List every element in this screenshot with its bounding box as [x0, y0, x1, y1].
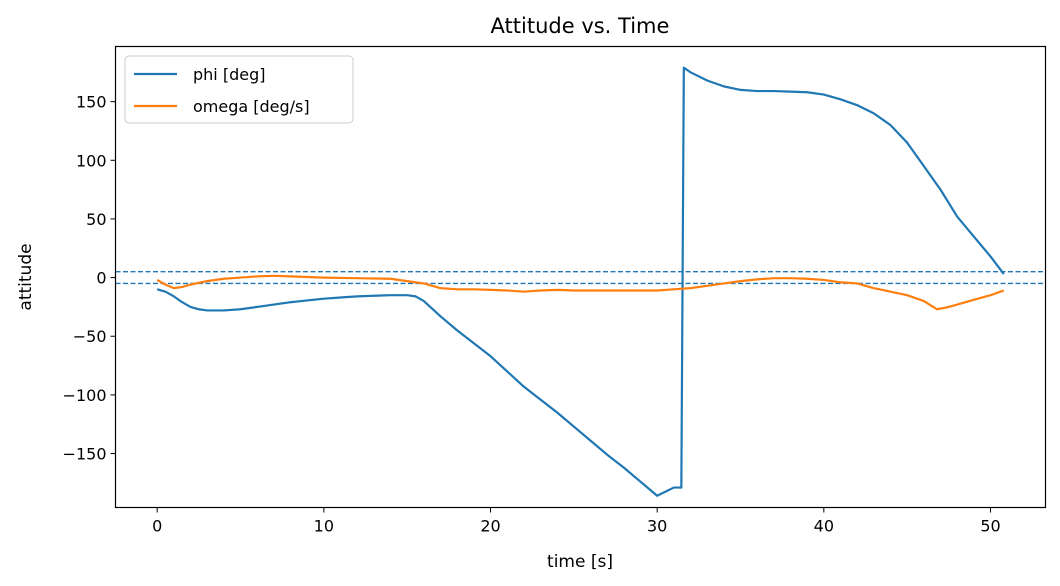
legend-label: omega [deg/s] [193, 97, 310, 116]
y-tick-label: 0 [96, 269, 106, 288]
y-tick-label: −100 [63, 386, 107, 405]
x-tick-label: 20 [480, 517, 500, 536]
legend: phi [deg] omega [deg/s] [124, 55, 354, 124]
series-line-1 [156, 66, 1005, 497]
y-tick-label: 50 [86, 210, 106, 229]
x-tick-label: 10 [314, 517, 334, 536]
y-tick-label: −150 [63, 445, 107, 464]
x-tick-label: 30 [647, 517, 667, 536]
reference-lines [115, 271, 1046, 285]
chart-title: Attitude vs. Time [491, 14, 670, 38]
x-tick-label: 40 [814, 517, 834, 536]
y-tick-label: 150 [76, 93, 107, 112]
y-axis-label: attitude [16, 243, 36, 310]
plot-frame [114, 45, 1047, 509]
x-tick-label: 0 [152, 517, 162, 536]
x-axis-label: time [s] [547, 552, 613, 572]
y-axis-ticks: −150 −100 −50 0 50 100 150 [63, 93, 116, 464]
legend-label: phi [deg] [193, 65, 265, 84]
series-lines [156, 66, 1005, 497]
y-tick-label: −50 [73, 327, 107, 346]
x-tick-label: 50 [980, 517, 1000, 536]
series-line-2 [156, 274, 1005, 311]
legend-box [124, 55, 354, 124]
x-axis-ticks: 0 10 20 30 40 50 [152, 507, 1001, 536]
y-tick-label: 100 [76, 151, 107, 170]
